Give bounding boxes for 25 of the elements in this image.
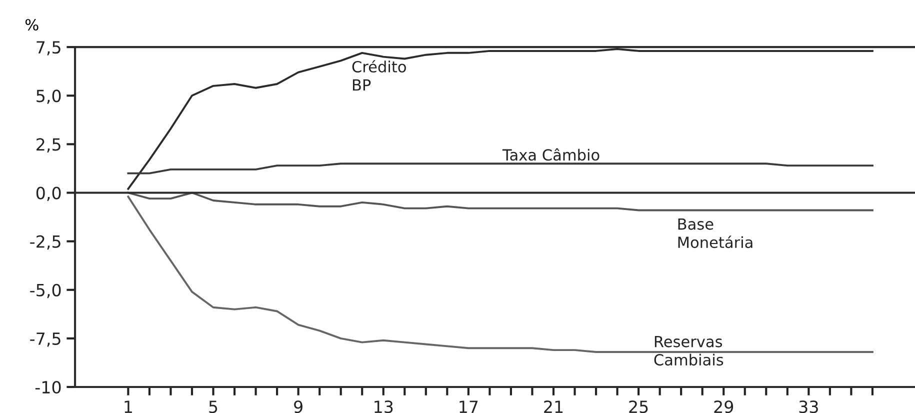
x-tick-label: 1 — [124, 400, 132, 413]
series-label: Crédito BP — [352, 60, 406, 91]
y-tick-label: 7,5 — [36, 41, 60, 56]
x-tick-label: 33 — [799, 400, 818, 413]
y-tick-label: 5,0 — [36, 90, 61, 104]
y-tick-label: 2,5 — [36, 138, 60, 152]
x-tick-label: 5 — [209, 400, 218, 413]
series-label: Reservas Cambiais — [654, 336, 724, 366]
y-tick-label: -2,5 — [30, 235, 60, 250]
y-axis-title: % — [25, 18, 38, 31]
y-tick-label: -7,5 — [30, 332, 60, 347]
x-tick-label: 25 — [629, 400, 648, 413]
x-tick-label: 13 — [374, 400, 393, 413]
series-label: Base Monetária — [678, 218, 752, 248]
y-tick-label: 0,0 — [36, 186, 61, 202]
y-tick-label: -10 — [35, 380, 61, 394]
series-label: Taxa Câmbio — [502, 148, 600, 161]
x-tick-label: 21 — [544, 400, 563, 413]
line-series — [127, 192, 874, 212]
x-tick-label: 17 — [460, 400, 478, 413]
line-series — [127, 196, 874, 353]
y-tick-label: -5,0 — [30, 284, 61, 298]
x-tick-label: 29 — [714, 400, 734, 413]
line-series — [127, 162, 874, 174]
x-tick-label: 9 — [294, 400, 302, 413]
